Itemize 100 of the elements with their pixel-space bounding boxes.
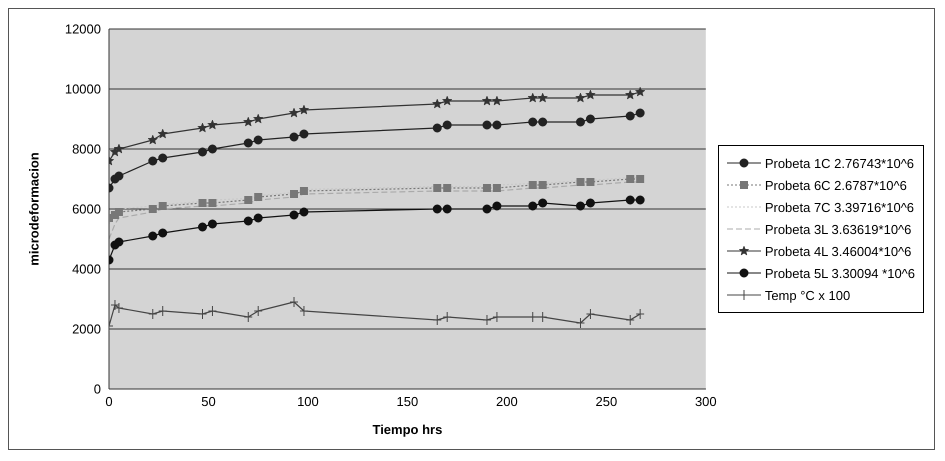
point [482, 314, 492, 326]
point [432, 204, 442, 214]
point [538, 92, 548, 102]
point [482, 184, 491, 192]
point [528, 92, 538, 102]
point [482, 204, 492, 214]
point [290, 210, 299, 220]
point [586, 308, 595, 320]
point [148, 156, 158, 166]
x-tick-label: 50 [201, 394, 216, 410]
legend-label: Probeta 5L 3.30094 *10^6 [764, 266, 915, 280]
legend-label: Probeta 3L 3.63619*10^6 [764, 222, 912, 236]
point [576, 318, 585, 328]
legend-label: Probeta 7C 3.39716*10^6 [764, 200, 914, 214]
point [575, 92, 586, 102]
point [586, 114, 595, 124]
point [114, 238, 124, 246]
y-axis-title: microdeformacion [26, 152, 42, 266]
point [586, 198, 595, 208]
x-tick-label: 200 [496, 394, 518, 410]
point [114, 172, 124, 180]
y-tick-label: 4000 [72, 262, 101, 277]
point [244, 138, 253, 148]
point [289, 108, 300, 118]
point [243, 116, 254, 126]
point [626, 196, 635, 204]
point [290, 190, 298, 198]
point [626, 112, 635, 120]
point [208, 199, 216, 207]
point [244, 312, 253, 322]
point [198, 308, 207, 320]
point [432, 314, 442, 326]
point [585, 90, 596, 100]
legend-label: Probeta 1C 2.76743*10^6 [764, 156, 914, 170]
point [482, 96, 492, 106]
legend-label: Probeta 6C 2.6787*10^6 [764, 178, 907, 192]
point [254, 214, 263, 222]
point [538, 198, 548, 208]
point [198, 199, 206, 207]
point [626, 175, 634, 183]
point [254, 306, 263, 316]
point [528, 181, 537, 189]
point [586, 178, 594, 186]
point [432, 124, 442, 132]
point [158, 306, 168, 316]
point [492, 202, 502, 210]
point [492, 96, 502, 106]
x-tick-label: 300 [694, 394, 717, 410]
point [432, 98, 442, 108]
point [244, 196, 252, 204]
point [576, 178, 584, 186]
y-tick-label: 12000 [64, 22, 101, 37]
point [114, 302, 124, 314]
point [197, 122, 208, 132]
point [298, 104, 309, 114]
point [482, 120, 492, 130]
point [110, 300, 120, 310]
point [528, 118, 538, 126]
point [158, 202, 167, 210]
y-tick-label: 6000 [72, 202, 101, 217]
point [148, 205, 157, 213]
point [442, 312, 452, 322]
point [636, 308, 645, 320]
point [290, 296, 299, 308]
point [198, 148, 207, 156]
point [253, 114, 264, 124]
point [208, 220, 217, 228]
point [208, 306, 217, 316]
point [538, 118, 548, 126]
point [626, 314, 635, 326]
point [254, 193, 262, 201]
x-tick-label: 150 [396, 394, 418, 410]
point [492, 184, 501, 192]
point [442, 120, 452, 130]
point [299, 306, 308, 316]
point [207, 120, 218, 130]
point [442, 204, 452, 214]
point [636, 196, 645, 204]
point [198, 222, 207, 232]
point [148, 134, 158, 144]
x-tick-label: 250 [595, 394, 618, 410]
point [442, 96, 452, 106]
point [158, 228, 168, 238]
point [299, 130, 308, 138]
point [492, 120, 502, 130]
point [443, 184, 452, 192]
x-tick-label: 100 [297, 394, 319, 410]
point [158, 154, 168, 162]
point [636, 175, 644, 183]
point [625, 90, 636, 100]
x-tick-label: 0 [105, 394, 113, 410]
point [208, 144, 217, 154]
point [244, 216, 253, 226]
point [576, 118, 585, 126]
y-tick-label: 0 [94, 382, 101, 397]
y-tick-label: 2000 [72, 322, 101, 337]
point [114, 208, 123, 216]
x-axis-title: Tiempo hrs [372, 422, 442, 437]
point [290, 132, 299, 142]
point [158, 128, 168, 138]
